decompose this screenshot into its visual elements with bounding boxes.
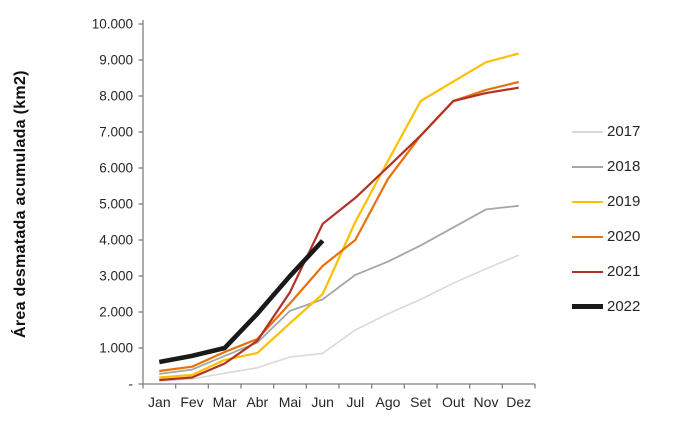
x-tick-label: Ago (376, 394, 401, 410)
legend-swatch-2020 (572, 235, 603, 238)
series-line-2020 (159, 80, 519, 373)
legend-label-2018: 2018 (607, 158, 641, 175)
legend-label-2021: 2021 (607, 263, 641, 280)
series-line-2017 (159, 254, 520, 382)
legend-item-2017: 2017 (572, 114, 640, 149)
y-tick-label: 10.000 (92, 17, 133, 32)
legend-item-2019: 2019 (572, 184, 640, 219)
series-line-2018 (159, 204, 519, 375)
legend-label-2022: 2022 (607, 298, 641, 315)
series-line-2021 (159, 86, 519, 382)
legend-swatch-2021 (572, 270, 603, 273)
x-tick-label: Jun (311, 394, 334, 410)
x-tick-label: Jan (148, 394, 171, 410)
series-line-2022 (158, 239, 325, 365)
x-tick-label: Fev (180, 394, 203, 410)
y-tick-label: 1.000 (99, 341, 133, 356)
legend-label-2017: 2017 (607, 123, 641, 140)
y-tick-label: 8.000 (99, 89, 133, 104)
y-tick-label: 4.000 (99, 233, 133, 248)
y-tick-label: 7.000 (99, 125, 133, 140)
x-tick-label: Out (442, 394, 465, 410)
x-tick-label: Mar (213, 394, 237, 410)
legend-label-2019: 2019 (607, 193, 641, 210)
x-tick-label: Jul (346, 394, 364, 410)
legend: 2017 2018 2019 2020 2021 2022 (572, 114, 640, 324)
x-tick-label: Dez (506, 394, 531, 410)
x-tick-label: Abr (246, 394, 268, 410)
y-tick-label: 5.000 (99, 197, 133, 212)
legend-swatch-2018 (572, 165, 603, 168)
legend-item-2022: 2022 (572, 289, 640, 324)
x-tick-label: Set (410, 394, 431, 410)
x-tick-label: Mai (279, 394, 302, 410)
legend-swatch-2019 (572, 200, 603, 203)
y-tick-label: 9.000 (99, 53, 133, 68)
legend-item-2018: 2018 (572, 149, 640, 184)
legend-label-2020: 2020 (607, 228, 641, 245)
y-tick-label: - (129, 377, 134, 392)
legend-swatch-2017 (572, 130, 603, 133)
x-tick-label: Nov (474, 394, 499, 410)
y-tick-label: 3.000 (99, 269, 133, 284)
legend-item-2020: 2020 (572, 219, 640, 254)
legend-swatch-2022 (572, 304, 603, 309)
y-tick-label: 2.000 (99, 305, 133, 320)
legend-item-2021: 2021 (572, 254, 640, 289)
series-line-2019 (159, 52, 519, 379)
y-tick-label: 6.000 (99, 161, 133, 176)
